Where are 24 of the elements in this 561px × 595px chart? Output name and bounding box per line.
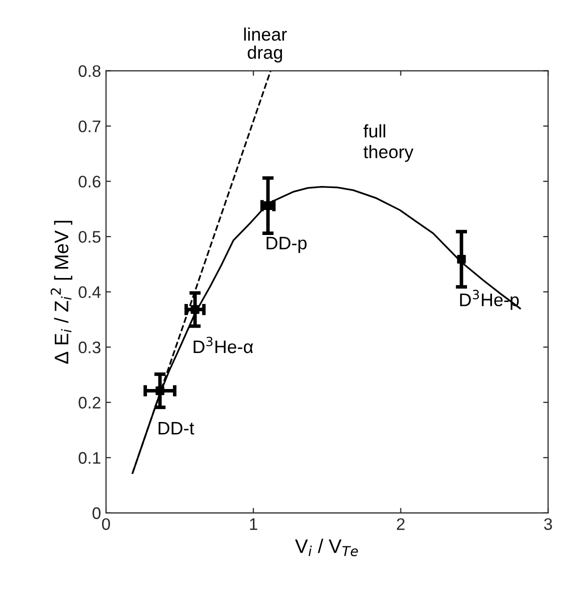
series-label: full theory <box>364 124 414 162</box>
x-tick-label: 1 <box>250 518 258 530</box>
series-label: linear drag <box>244 28 287 62</box>
point <box>156 386 164 396</box>
y-tick-label: 0 <box>92 507 101 520</box>
point <box>190 305 200 314</box>
y-tick-label: 0.6 <box>78 176 100 188</box>
y-tick-label: 0.7 <box>78 120 100 132</box>
annotation: D$^{3}$He-α <box>194 336 254 354</box>
x-tick-label: 0 <box>102 518 110 530</box>
y-tick-label: 0.3 <box>78 342 100 354</box>
x-axis-title: V$_{i}$ / V$_{Te}$ <box>295 538 358 556</box>
x-tick-label: 3 <box>544 518 552 530</box>
y-tick-label: 0.2 <box>78 396 100 409</box>
x-tick-label: 2 <box>396 518 405 530</box>
y-tick-label: 0.4 <box>78 286 101 298</box>
point <box>264 201 272 210</box>
y-tick-label: 0.1 <box>78 452 100 464</box>
annotation: DD-p <box>266 236 307 254</box>
y-axis-title: Δ E$_{i}$ / Z$_{i}$$^{2}$ [ MeV ] <box>50 220 72 364</box>
y-tick-label: 0.8 <box>78 65 100 78</box>
point <box>457 254 466 264</box>
y-tick-label: 0.5 <box>78 230 100 243</box>
annotation: DD-t <box>158 422 194 435</box>
